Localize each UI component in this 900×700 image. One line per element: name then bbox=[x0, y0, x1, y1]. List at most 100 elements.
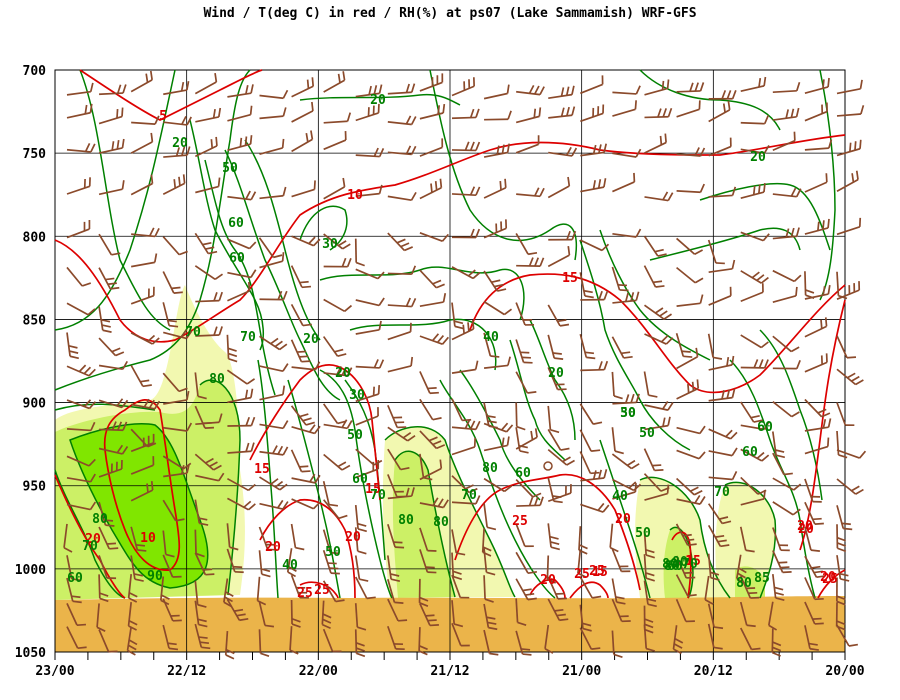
wind-barb bbox=[290, 449, 311, 473]
wind-barb bbox=[227, 477, 256, 492]
wind-barb bbox=[612, 172, 636, 193]
rh-contour bbox=[54, 469, 126, 599]
wind-barb bbox=[547, 176, 571, 199]
wind-barb bbox=[772, 527, 790, 552]
wind-barb bbox=[194, 136, 218, 158]
wind-barb bbox=[355, 407, 379, 426]
wind-barb bbox=[740, 145, 770, 155]
rh-contour bbox=[529, 319, 576, 441]
wind-barb bbox=[66, 555, 81, 582]
x-tick-label: 20/12 bbox=[694, 664, 733, 679]
wind-barb bbox=[676, 494, 706, 505]
wind-barb bbox=[227, 238, 257, 250]
wind-barb bbox=[290, 523, 305, 551]
temperature-label: 10 bbox=[347, 188, 363, 203]
wind-barb bbox=[515, 598, 527, 626]
wind-barb bbox=[772, 477, 802, 491]
wind-barb bbox=[707, 524, 730, 548]
wind-barb bbox=[804, 139, 833, 151]
wind-barb bbox=[740, 401, 763, 423]
wind-barb bbox=[194, 580, 207, 608]
wind-barbs bbox=[63, 70, 867, 660]
rh-label: 80 bbox=[482, 461, 498, 476]
wind-barb bbox=[772, 501, 801, 516]
wind-barb bbox=[162, 598, 182, 622]
wind-barb bbox=[323, 131, 347, 151]
wind-barb bbox=[194, 372, 207, 400]
wind-barb bbox=[66, 220, 91, 239]
wind-barb bbox=[451, 77, 475, 97]
wind-barb bbox=[515, 302, 535, 326]
wind-barb bbox=[291, 180, 316, 198]
wind-barb bbox=[98, 267, 120, 290]
temperature-contour bbox=[799, 299, 846, 551]
wind-barb bbox=[804, 173, 828, 193]
wind-barb bbox=[580, 290, 609, 301]
rh-contour bbox=[599, 229, 711, 361]
wind-barb bbox=[98, 555, 117, 580]
wind-barb bbox=[675, 333, 693, 358]
wind-barb bbox=[804, 218, 830, 235]
rh-contour bbox=[54, 69, 176, 331]
wind-barb bbox=[194, 552, 215, 576]
rh-label: 20 bbox=[335, 366, 351, 381]
wind-barb bbox=[483, 84, 510, 100]
y-tick-label: 1050 bbox=[15, 646, 46, 661]
wind-barb bbox=[227, 105, 253, 122]
wind-barb bbox=[644, 304, 672, 320]
wind-barb bbox=[836, 478, 864, 495]
wind-barb bbox=[290, 574, 309, 599]
wind-barb bbox=[354, 555, 369, 582]
wind-barb bbox=[451, 360, 479, 374]
x-tick-label: 22/12 bbox=[167, 664, 206, 679]
temperature-contour bbox=[259, 499, 356, 599]
wind-barb bbox=[708, 428, 738, 440]
wind-barb bbox=[644, 400, 674, 411]
wind-barb bbox=[291, 473, 321, 484]
wind-barb bbox=[224, 630, 235, 660]
wind-barb bbox=[127, 602, 138, 631]
rh-contour bbox=[54, 403, 156, 411]
wind-barb bbox=[547, 576, 567, 600]
wind-barb bbox=[643, 624, 656, 652]
wind-barb bbox=[387, 191, 417, 202]
wind-barb bbox=[130, 286, 155, 305]
wind-barb bbox=[548, 230, 577, 241]
wind-barb bbox=[130, 70, 153, 93]
wind-barb bbox=[131, 227, 160, 238]
wind-barb bbox=[162, 499, 185, 522]
wind-barb bbox=[322, 403, 347, 425]
wind-barb bbox=[290, 304, 312, 327]
wind-barb bbox=[323, 298, 353, 313]
wind-barb bbox=[130, 433, 155, 453]
wind-barb bbox=[321, 600, 332, 630]
wind-barb bbox=[130, 526, 147, 552]
wind-barb bbox=[643, 371, 658, 398]
wind-barb bbox=[772, 401, 800, 418]
rh-label: 90 bbox=[147, 569, 163, 584]
rh-contour bbox=[439, 379, 556, 599]
wind-barb bbox=[704, 575, 714, 605]
wind-barb bbox=[676, 237, 703, 255]
wind-barb bbox=[194, 529, 205, 558]
temperature-label: 5 bbox=[159, 109, 167, 124]
y-tick-label: 850 bbox=[23, 313, 47, 328]
wind-barb bbox=[707, 333, 723, 360]
wind-barb bbox=[644, 79, 670, 96]
wind-barb bbox=[131, 115, 160, 125]
wind-barb bbox=[291, 361, 321, 371]
wind-barb bbox=[676, 294, 704, 307]
wind-barb bbox=[515, 523, 534, 548]
wind-barb bbox=[355, 268, 385, 280]
wind-barb bbox=[98, 459, 123, 478]
wind-barb bbox=[740, 231, 770, 242]
wind-barb bbox=[804, 526, 820, 552]
wind-barb bbox=[836, 555, 850, 582]
wind-barb bbox=[451, 419, 481, 431]
wind-barb bbox=[676, 347, 699, 370]
wind-barb bbox=[547, 304, 570, 327]
wind-barb bbox=[740, 359, 769, 369]
wind-barb bbox=[675, 523, 697, 547]
wind-barb bbox=[515, 551, 538, 575]
